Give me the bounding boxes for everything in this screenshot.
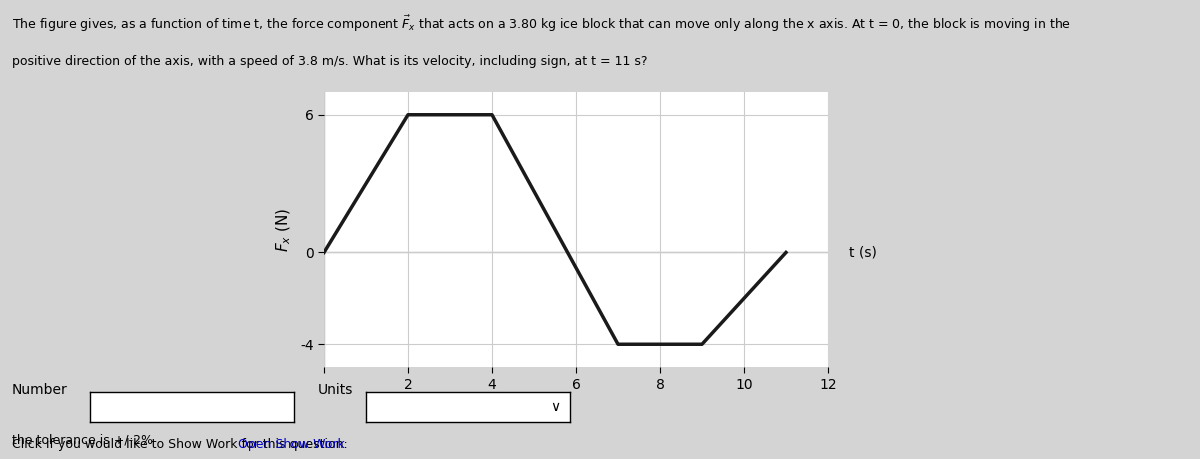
Text: t (s): t (s) [848, 246, 877, 259]
Text: Units: Units [318, 383, 353, 397]
Y-axis label: $F_x$ (N): $F_x$ (N) [275, 207, 293, 252]
Text: The figure gives, as a function of time t, the force component $\vec{F}_x$ that : The figure gives, as a function of time … [12, 14, 1072, 34]
Text: the tolerance is +/-2%: the tolerance is +/-2% [12, 434, 154, 447]
Text: ∨: ∨ [551, 400, 560, 414]
Text: positive direction of the axis, with a speed of 3.8 m/s. What is its velocity, i: positive direction of the axis, with a s… [12, 55, 648, 68]
Text: Number: Number [12, 383, 67, 397]
Text: Open Show Work: Open Show Work [238, 438, 344, 451]
Text: Click if you would like to Show Work for this question:: Click if you would like to Show Work for… [12, 438, 348, 451]
